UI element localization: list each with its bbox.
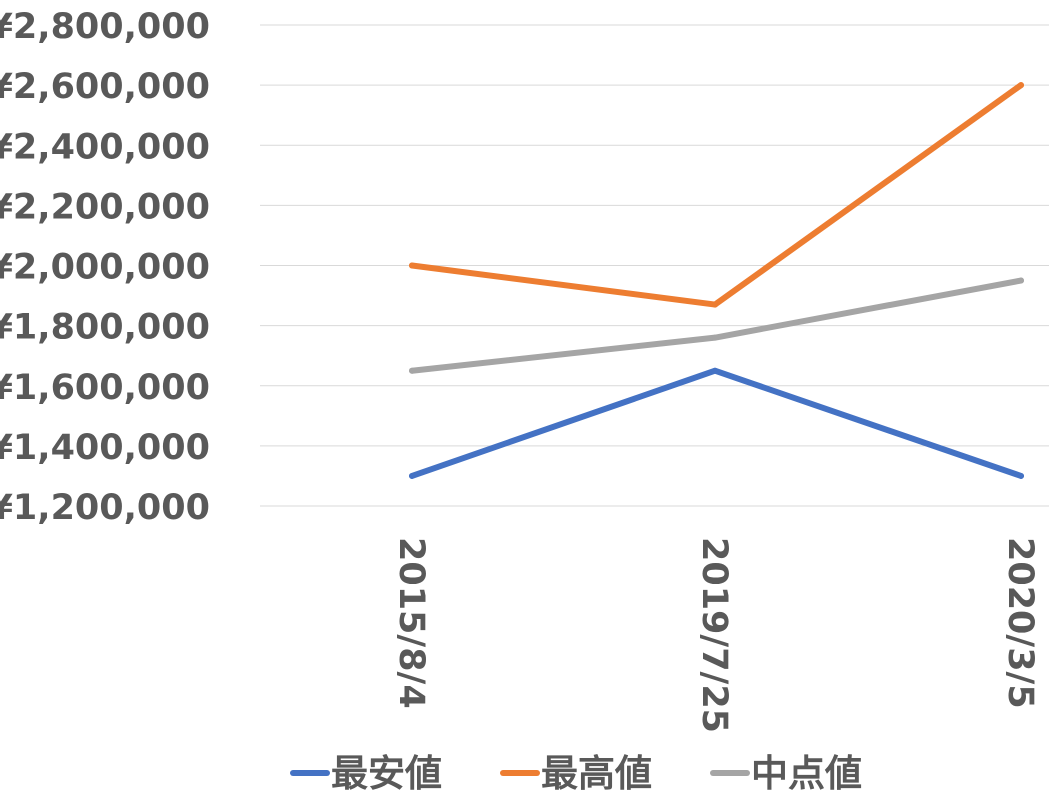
legend-label: 中点値 (751, 752, 862, 795)
legend-label: 最高値 (541, 752, 652, 795)
legend-label: 最安値 (331, 752, 442, 795)
y-tick-label: ¥2,800,000 (0, 7, 210, 47)
data-point (1018, 277, 1024, 284)
legend-item-1: 最高値 (500, 752, 652, 795)
y-tick-label: ¥2,000,000 (0, 248, 210, 288)
y-tick-label: ¥2,400,000 (0, 127, 210, 167)
series-line-1 (409, 82, 1024, 308)
legend-item-0: 最安値 (290, 752, 442, 795)
x-tick-label: 2015/8/4 (391, 537, 431, 709)
gridlines (260, 24, 1049, 507)
series-lines (409, 82, 1024, 479)
y-tick-label: ¥1,800,000 (0, 308, 210, 348)
y-tick-label: ¥1,600,000 (0, 368, 210, 408)
data-point (712, 367, 718, 374)
data-point (1018, 472, 1024, 479)
legend: 最安値 最高値 中点値 (290, 752, 862, 795)
data-point (712, 334, 718, 341)
legend-item-2: 中点値 (710, 752, 862, 795)
data-point (409, 367, 415, 374)
data-point (712, 301, 718, 308)
series-line-0 (409, 367, 1024, 479)
y-tick-label: ¥2,200,000 (0, 187, 210, 227)
y-tick-label: ¥1,400,000 (0, 428, 210, 468)
data-point (409, 262, 415, 269)
x-axis-tick-labels: 2015/8/4 2019/7/25 2020/3/5 (391, 537, 1040, 733)
data-point (409, 472, 415, 479)
y-tick-label: ¥2,600,000 (0, 67, 210, 107)
y-axis-tick-labels: ¥1,200,000 ¥1,400,000 ¥1,600,000 ¥1,800,000… (0, 7, 210, 528)
y-tick-label: ¥1,200,000 (0, 488, 210, 528)
data-point (1018, 82, 1024, 89)
x-tick-label: 2020/3/5 (1000, 537, 1040, 709)
x-tick-label: 2019/7/25 (694, 537, 734, 733)
